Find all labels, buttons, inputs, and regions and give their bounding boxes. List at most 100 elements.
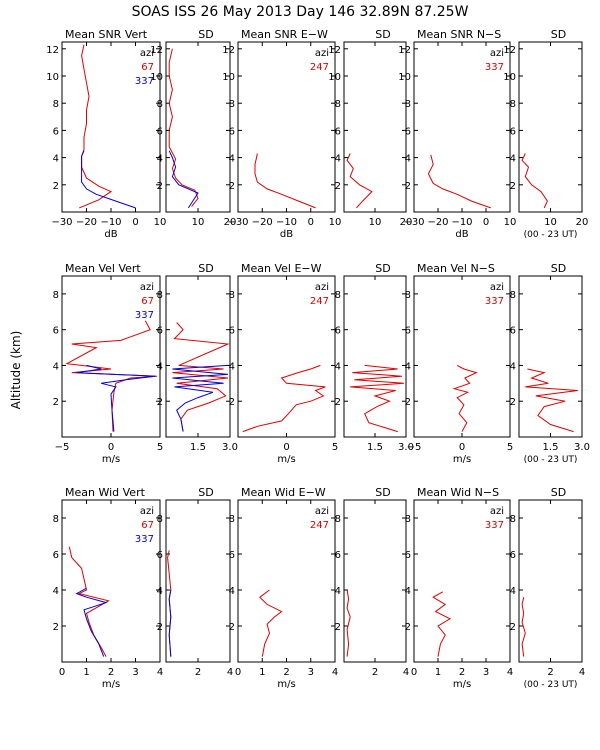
y-tick-label: 10 (46, 72, 59, 83)
x-tick-label: 20 (400, 217, 413, 228)
y-tick-label: 8 (335, 99, 341, 110)
plot-frame (343, 499, 407, 663)
y-tick-label: 4 (405, 586, 411, 597)
y-tick-label: 2 (53, 397, 59, 408)
y-tick-label: 6 (510, 326, 516, 337)
y-tick-label: 8 (53, 290, 59, 301)
y-tick-label: 6 (335, 326, 341, 337)
x-tick-label: −30 (227, 217, 248, 228)
y-tick-label: 12 (328, 45, 341, 56)
series-line-337 (75, 587, 108, 657)
panel-title: SD (551, 262, 566, 275)
panel-title: SD (375, 486, 390, 499)
x-tick-label: 1.5 (543, 442, 559, 453)
y-tick-label: 4 (229, 361, 235, 372)
x-tick-label: 20 (224, 217, 237, 228)
y-tick-label: 6 (157, 326, 163, 337)
x-tick-label: 4 (157, 667, 163, 678)
y-tick-label: 2 (157, 622, 163, 633)
y-tick-label: 2 (335, 622, 341, 633)
y-tick-label: 8 (229, 290, 235, 301)
panel-title: SD (198, 262, 213, 275)
x-tick-label: 20 (576, 217, 589, 228)
y-tick-label: 2 (53, 622, 59, 633)
x-tick-label: 10 (369, 217, 382, 228)
y-tick-label: 4 (335, 154, 341, 165)
plot-frame (165, 41, 231, 213)
y-tick-label: 12 (503, 45, 516, 56)
y-tick-label: 4 (405, 154, 411, 165)
panel-title: Mean Vel E−W (241, 262, 322, 275)
legend-entry: 67 (141, 296, 154, 307)
panel-snr-4: Mean SNR N−S 2 4 6 8 10 12 −30 −20 −10 0 10 dB azi 337 (398, 28, 516, 240)
series-line-337 (427, 154, 491, 209)
x-axis-label: m/s (453, 454, 471, 465)
panel-title: SD (198, 486, 213, 499)
y-tick-label: 10 (503, 72, 516, 83)
x-tick-label: 4 (507, 667, 513, 678)
legend-entry: 337 (135, 310, 154, 321)
x-tick-label: 3 (308, 667, 314, 678)
y-tick-label: 4 (510, 586, 516, 597)
y-tick-label: 4 (229, 154, 235, 165)
x-tick-label: 10 (192, 217, 205, 228)
y-tick-label: 8 (405, 514, 411, 525)
y-tick-label: 12 (150, 45, 163, 56)
legend-entry: 337 (135, 76, 154, 87)
x-tick-label: 5 (332, 442, 338, 453)
y-tick-label: 10 (222, 72, 235, 83)
y-tick-label: 6 (510, 126, 516, 137)
y-tick-label: 6 (405, 550, 411, 561)
x-tick-label: −10 (451, 217, 472, 228)
y-tick-label: 10 (398, 72, 411, 83)
x-tick-label: 0 (59, 667, 65, 678)
y-tick-label: 2 (510, 181, 516, 192)
series-line-337 (168, 589, 172, 657)
y-tick-label: 10 (328, 72, 341, 83)
x-tick-label: −10 (276, 217, 297, 228)
panel-wid-5: SD 2 4 6 8 2 4 (510, 486, 586, 678)
x-tick-label: 4 (227, 667, 233, 678)
x-tick-label: 2 (459, 667, 465, 678)
panel-title: SD (198, 28, 213, 41)
panel-wid-2: Mean Wid E−W 2 4 6 8 0 1 2 3 4 m/s azi 247 (229, 486, 339, 690)
x-axis-label: m/s (277, 679, 295, 690)
legend-header: azi (140, 506, 154, 517)
series-line-337 (432, 591, 452, 657)
panel-wid-1: SD 2 4 6 8 2 4 (157, 486, 234, 678)
x-tick-label: 0 (459, 442, 465, 453)
y-tick-label: 4 (405, 361, 411, 372)
y-tick-label: 2 (510, 622, 516, 633)
x-tick-label: 0 (235, 667, 241, 678)
y-tick-label: 2 (335, 397, 341, 408)
x-tick-label: −30 (403, 217, 424, 228)
series-line-67 (79, 44, 113, 209)
panel-title: Mean SNR E−W (241, 28, 328, 41)
y-tick-label: 2 (405, 397, 411, 408)
series-line-67 (172, 322, 230, 432)
panel-wid-4: Mean Wid N−S 2 4 6 8 0 1 2 3 4 m/s azi 337 (405, 486, 514, 690)
panel-snr-5: SD 2 4 6 8 10 12 10 20 (503, 28, 588, 228)
x-tick-label: 2 (195, 667, 201, 678)
y-tick-label: 2 (157, 181, 163, 192)
altitude-axis-label: Altitude (km) (9, 331, 23, 410)
y-tick-label: 8 (510, 290, 516, 301)
y-tick-label: 6 (229, 326, 235, 337)
plot-frame (343, 41, 407, 213)
y-tick-label: 6 (405, 126, 411, 137)
x-tick-label: 1.5 (367, 442, 383, 453)
series-line-337 (521, 153, 548, 209)
y-tick-label: 4 (157, 586, 163, 597)
y-tick-label: 8 (335, 514, 341, 525)
y-tick-label: 8 (405, 99, 411, 110)
panel-snr-0: Mean SNR Vert 2 4 6 8 10 12 −30 −20 −10 0 10 dB azi 67… (46, 28, 166, 240)
x-tick-label: 10 (504, 217, 517, 228)
time-note: (00 - 23 UT) (524, 680, 578, 690)
x-tick-label: −5 (407, 442, 422, 453)
y-tick-label: 12 (398, 45, 411, 56)
panel-title: Mean Wid Vert (65, 486, 146, 499)
x-axis-label: m/s (277, 454, 295, 465)
legend-entry: 247 (310, 296, 329, 307)
x-tick-label: 1 (259, 667, 265, 678)
